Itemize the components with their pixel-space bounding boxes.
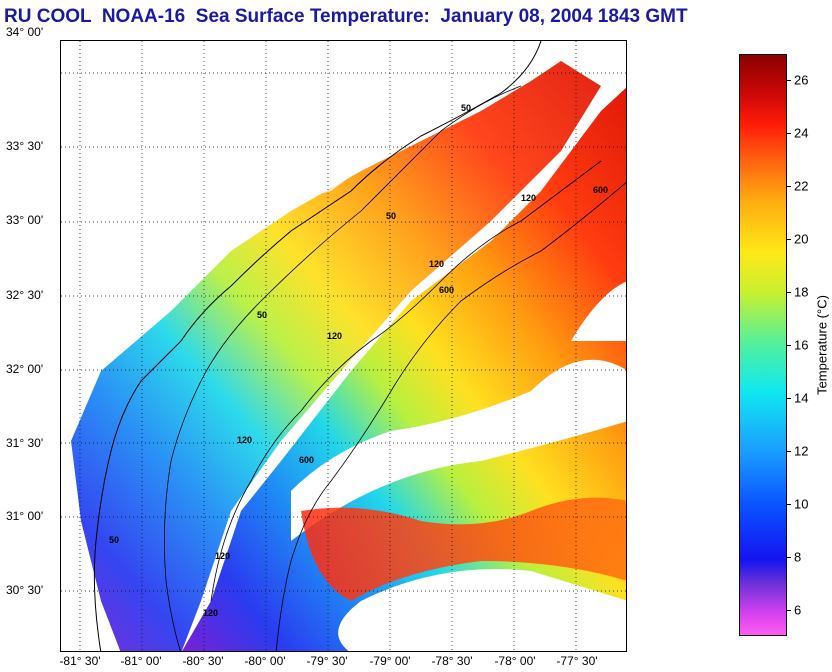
contour-label: 50 [257,310,267,320]
sst-map[interactable]: 50 50 50 50 120 120 120 120 120 120 600 … [60,40,627,652]
contour-label: 120 [237,435,252,445]
lon-label: -81° 30' [59,654,101,668]
contour-label: 120 [429,259,444,269]
cloud-gap [291,359,626,541]
colorbar-tickmark [786,80,791,82]
lat-label: 31° 30' [6,436,44,450]
graticule [61,41,626,651]
coastline [93,41,542,651]
contour-label: 120 [215,551,230,561]
colorbar-tickmark [786,556,791,558]
lat-label: 30° 30' [6,583,44,597]
contour-50 [163,85,522,651]
lat-label: 34° 00' [6,25,44,39]
colorbar-tick-label: 10 [794,496,809,512]
colorbar-tick-label: 14 [794,390,809,406]
lat-label: 32° 30' [6,288,44,302]
colorbar-tick-label: 18 [794,284,809,300]
colorbar-tick-label: 22 [794,178,809,194]
contour-label: 50 [386,211,396,221]
colorbar [739,54,787,636]
sst-map-canvas: 50 50 50 50 120 120 120 120 120 120 600 … [61,41,626,651]
contour-label: 120 [521,193,536,203]
lon-label: -80° 30' [182,654,224,668]
colorbar-tick-label: 8 [794,549,802,565]
lon-label: -80° 00' [244,654,286,668]
contour-label: 600 [299,455,314,465]
contour-label: 50 [109,535,119,545]
colorbar-tick-label: 16 [794,337,809,353]
sst-nearshore [71,61,601,651]
colorbar-tickmark [786,186,791,188]
colorbar-tick-label: 26 [794,72,809,88]
colorbar-tickmark [786,503,791,505]
colorbar-tickmark [786,239,791,241]
warm-patch [301,497,626,601]
contour-label: 50 [461,103,471,113]
contour-label: 120 [327,331,342,341]
colorbar-tick-label: 6 [794,602,802,618]
lon-label: -79° 00' [369,654,411,668]
lat-label: 32° 00' [6,362,44,376]
colorbar-tickmark [786,292,791,294]
lon-label: -79° 30' [306,654,348,668]
land-mass [61,41,541,651]
contour-label: 120 [203,608,218,618]
cloud-gap [338,569,626,651]
lon-label: -78° 30' [431,654,473,668]
contour-label: 600 [593,185,608,195]
colorbar-tickmark [786,397,791,399]
lon-label: -78° 00' [494,654,536,668]
colorbar-label: Temperature (°C) [814,295,830,395]
lon-label: -81° 00' [120,654,162,668]
colorbar-tickmark [786,609,791,611]
lat-label: 31° 00' [6,509,44,523]
colorbar-tick-label: 12 [794,443,809,459]
map-title: RU COOL NOAA-16 Sea Surface Temperature:… [4,6,688,27]
colorbar-tickmark [786,133,791,135]
contour-label: 600 [439,285,454,295]
lat-label: 33° 00' [6,213,44,227]
colorbar-tickmark [786,345,791,346]
colorbar-tick-label: 20 [794,231,809,247]
cloud-gap [571,281,626,341]
lat-label: 33° 30' [6,139,44,153]
contour-600 [275,182,626,651]
colorbar-tick-label: 24 [794,125,809,141]
colorbar-tickmark [786,450,791,452]
lon-label: -77° 30' [556,654,598,668]
contour-120 [210,160,602,602]
